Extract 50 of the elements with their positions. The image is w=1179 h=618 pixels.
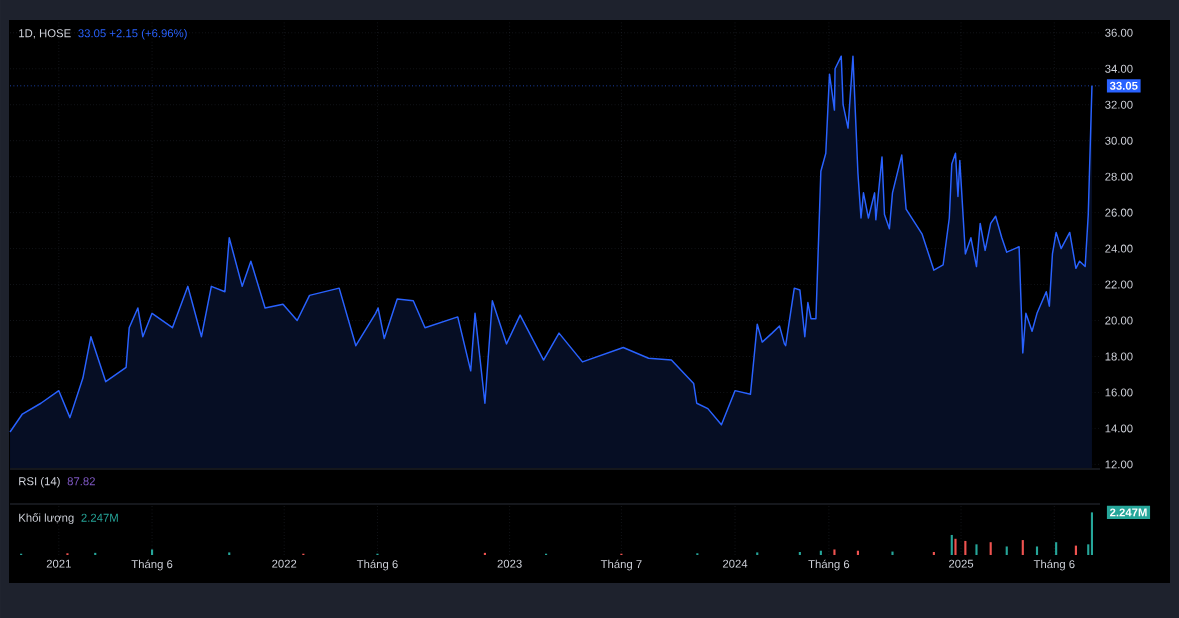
text: 2.247M xyxy=(1109,508,1147,517)
x-tick-label: Tháng 6 xyxy=(356,559,398,571)
bar xyxy=(798,552,801,555)
bar xyxy=(989,542,992,555)
x-tick-label: 2023 xyxy=(497,559,522,568)
bar xyxy=(950,534,953,555)
y-tick-label: 26.00 xyxy=(1105,208,1133,217)
bar xyxy=(1074,545,1077,555)
chart-subtitle: 2.247M xyxy=(81,513,118,522)
x-tick-label: 2025 xyxy=(949,559,974,568)
y-tick-label: 32.00 xyxy=(1105,100,1133,109)
y-tick-label: 28.00 xyxy=(1105,172,1133,181)
x-tick-label: Tháng 6 xyxy=(808,559,850,571)
x-tick-label: 2022 xyxy=(272,559,297,568)
y-tick-label: 16.00 xyxy=(1105,388,1133,397)
y-tick-label: 18.00 xyxy=(1105,352,1133,361)
y-tick-label: 24.00 xyxy=(1105,244,1133,253)
bar xyxy=(1055,542,1058,555)
bar xyxy=(1035,546,1039,555)
y-tick-label: 30.00 xyxy=(1105,136,1133,145)
x-tick-label: 2021 xyxy=(46,559,71,568)
bar xyxy=(756,552,759,555)
text: 33.05 +2.15 (+6.96%) xyxy=(78,28,187,40)
ref-line-label: 33.05 xyxy=(1109,81,1138,90)
text: RSI (14) xyxy=(19,476,60,488)
bar xyxy=(833,549,836,555)
bar xyxy=(1090,512,1094,555)
x-tick-label: Tháng 6 xyxy=(131,559,173,571)
bar xyxy=(954,538,957,555)
bar xyxy=(150,549,154,555)
y-tick-label: 34.00 xyxy=(1105,64,1133,73)
bar xyxy=(932,552,935,555)
y-tick-label: 20.00 xyxy=(1105,316,1133,325)
y-tick-label: 22.00 xyxy=(1105,280,1133,289)
y-tick-label: 14.00 xyxy=(1105,424,1133,433)
y-tick-label: 36.00 xyxy=(1105,28,1133,37)
bar xyxy=(1087,544,1090,555)
text: 87.82 xyxy=(67,477,95,486)
y-tick-label: 12.00 xyxy=(1105,460,1133,469)
chart-title: Khối lượng xyxy=(19,512,74,524)
bar xyxy=(228,552,231,555)
bar xyxy=(1021,540,1024,555)
bar xyxy=(975,544,978,555)
bar xyxy=(964,540,967,555)
bar xyxy=(1005,546,1008,555)
x-tick-label: Tháng 6 xyxy=(1033,559,1075,571)
text: 1D, HOSE xyxy=(19,29,71,39)
x-tick-label: 2024 xyxy=(722,559,748,568)
x-tick-label: Tháng 7 xyxy=(600,559,642,571)
bar xyxy=(891,551,894,555)
